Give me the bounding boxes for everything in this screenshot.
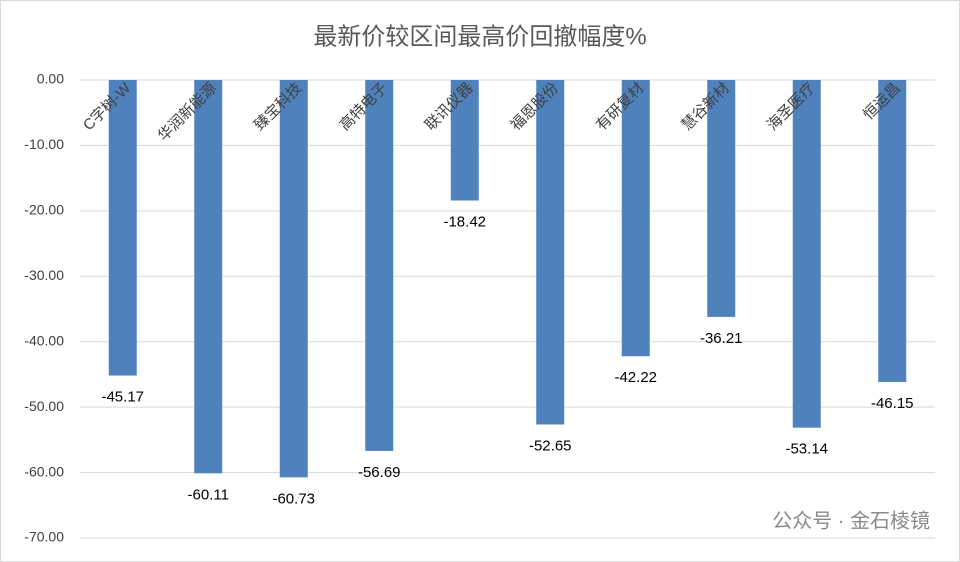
value-label: -53.14 [785, 441, 828, 458]
y-tick-label: 0.00 [37, 71, 64, 87]
value-label: -46.15 [871, 395, 914, 412]
y-tick-label: -20.00 [24, 202, 64, 218]
y-tick-label: -40.00 [24, 332, 64, 348]
bar [279, 80, 308, 478]
bar [792, 80, 821, 428]
value-label: -18.42 [443, 213, 486, 230]
value-label: -56.69 [358, 464, 401, 481]
value-label: -52.65 [529, 437, 572, 454]
bar [108, 80, 137, 376]
y-tick-label: -50.00 [24, 398, 64, 414]
value-label: -36.21 [700, 330, 743, 347]
chart-title: 最新价较区间最高价回撤幅度% [313, 23, 646, 50]
bar [621, 80, 650, 357]
bar [365, 80, 394, 451]
bar [194, 80, 223, 474]
y-tick-label: -10.00 [24, 136, 64, 152]
bar [878, 80, 907, 382]
bar [707, 80, 736, 317]
y-tick-label: -30.00 [24, 267, 64, 283]
value-label: -60.11 [188, 486, 229, 503]
y-tick-label: -70.00 [24, 529, 64, 545]
bar [450, 80, 479, 201]
value-label: -45.17 [101, 389, 144, 406]
value-label: -60.73 [272, 490, 315, 507]
value-label: -42.22 [614, 369, 657, 386]
bar [536, 80, 565, 425]
watermark: 公众号 · 金石棱镜 [772, 509, 930, 532]
y-tick-label: -60.00 [24, 463, 64, 479]
